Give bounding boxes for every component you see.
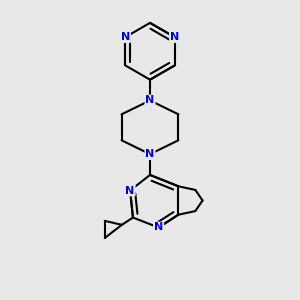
Text: N: N [146,149,154,159]
Text: N: N [125,186,135,196]
Text: N: N [146,95,154,106]
Text: N: N [170,32,179,42]
Text: N: N [154,223,163,232]
Text: N: N [121,32,130,42]
